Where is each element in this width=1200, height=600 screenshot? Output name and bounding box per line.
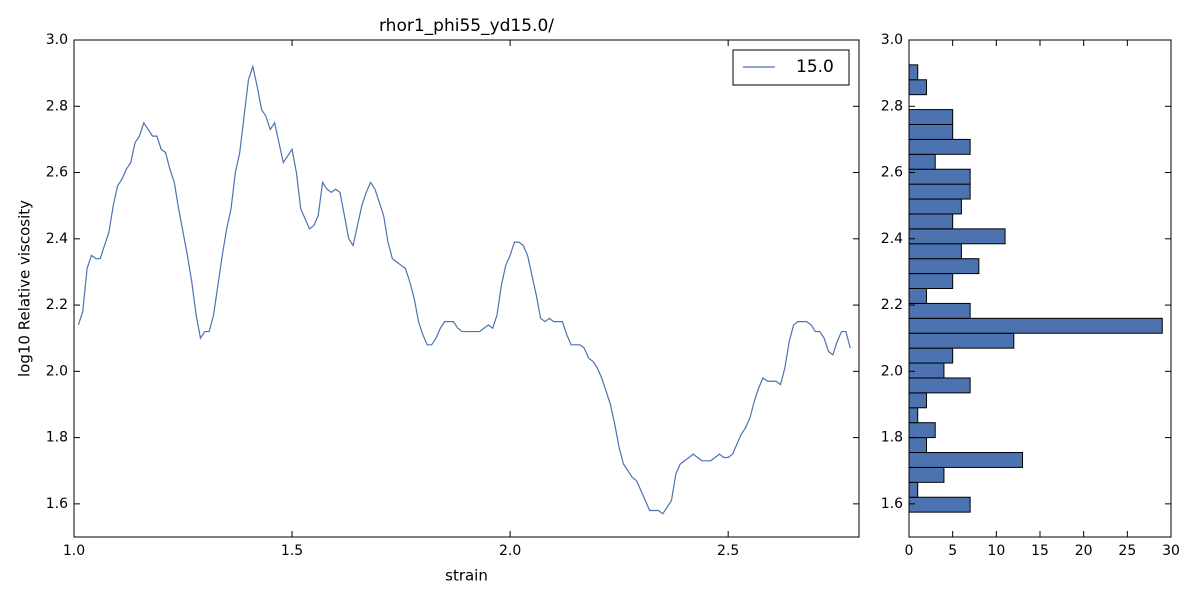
y-tick-label: 1.6	[881, 496, 903, 512]
legend-box	[732, 49, 850, 86]
histogram-bar	[908, 437, 927, 454]
x-tick-label: 10	[987, 543, 1005, 559]
histogram-bar	[908, 496, 971, 513]
histogram-bar	[908, 123, 954, 140]
histogram-bar	[908, 258, 980, 275]
x-tick-label: 1.5	[281, 543, 303, 559]
y-axis-label: log10 Relative viscosity	[16, 200, 34, 377]
histogram-bar	[908, 407, 919, 424]
histogram-bar	[908, 109, 954, 125]
y-tick-label: 2.2	[881, 297, 903, 313]
histogram-bar	[908, 79, 927, 96]
x-tick-label: 0	[905, 543, 914, 559]
histogram-bar	[908, 377, 971, 394]
x-tick-label: 20	[1075, 543, 1093, 559]
data-line	[77, 64, 851, 515]
chart-title: rhor1_phi55_yd15.0/	[379, 16, 554, 36]
histogram-bar	[908, 213, 954, 230]
x-axis-label: strain	[445, 567, 488, 585]
y-tick-label: 1.8	[881, 430, 903, 446]
y-tick-label: 3.0	[881, 32, 903, 48]
y-tick-label: 2.8	[881, 98, 903, 114]
histogram-bar	[908, 64, 919, 81]
histogram-bar	[908, 317, 1163, 334]
histogram-bar	[908, 138, 971, 155]
y-tick-label: 2.0	[46, 363, 68, 379]
histogram-bar	[908, 347, 954, 364]
histogram-bar	[908, 168, 971, 185]
y-tick-label: 3.0	[46, 32, 68, 48]
x-tick-label: 2.0	[499, 543, 521, 559]
histogram-bar	[908, 452, 1024, 468]
histogram-bar	[908, 481, 919, 498]
y-tick-label: 2.4	[881, 231, 903, 247]
x-tick-label: 25	[1118, 543, 1136, 559]
y-tick-label: 2.6	[881, 165, 903, 181]
x-tick-label: 1.0	[63, 543, 85, 559]
y-tick-label: 1.8	[46, 430, 68, 446]
histogram-bar	[908, 422, 936, 439]
histogram-bar	[908, 302, 971, 319]
histogram-bar	[908, 198, 962, 215]
histogram-bar	[908, 332, 1015, 349]
histogram-bar	[908, 288, 927, 304]
histogram-bar	[908, 362, 945, 379]
plot-frame	[73, 39, 860, 538]
histogram-bar	[908, 183, 971, 200]
y-tick-label: 2.2	[46, 297, 68, 313]
x-tick-label: 5	[948, 543, 957, 559]
x-tick-label: 2.5	[717, 543, 739, 559]
histogram-bar	[908, 273, 954, 289]
x-tick-label: 30	[1162, 543, 1180, 559]
legend-label: 15.0	[796, 57, 834, 77]
y-tick-label: 2.4	[46, 231, 68, 247]
y-tick-label: 1.6	[46, 496, 68, 512]
x-tick-label: 15	[1031, 543, 1049, 559]
histogram-bar	[908, 392, 927, 409]
y-tick-label: 2.8	[46, 98, 68, 114]
histogram-bar	[908, 228, 1006, 245]
y-tick-label: 2.0	[881, 363, 903, 379]
y-tick-label: 2.6	[46, 165, 68, 181]
histogram-bar	[908, 466, 945, 483]
histogram-bar	[908, 243, 962, 260]
histogram-bar	[908, 153, 936, 170]
